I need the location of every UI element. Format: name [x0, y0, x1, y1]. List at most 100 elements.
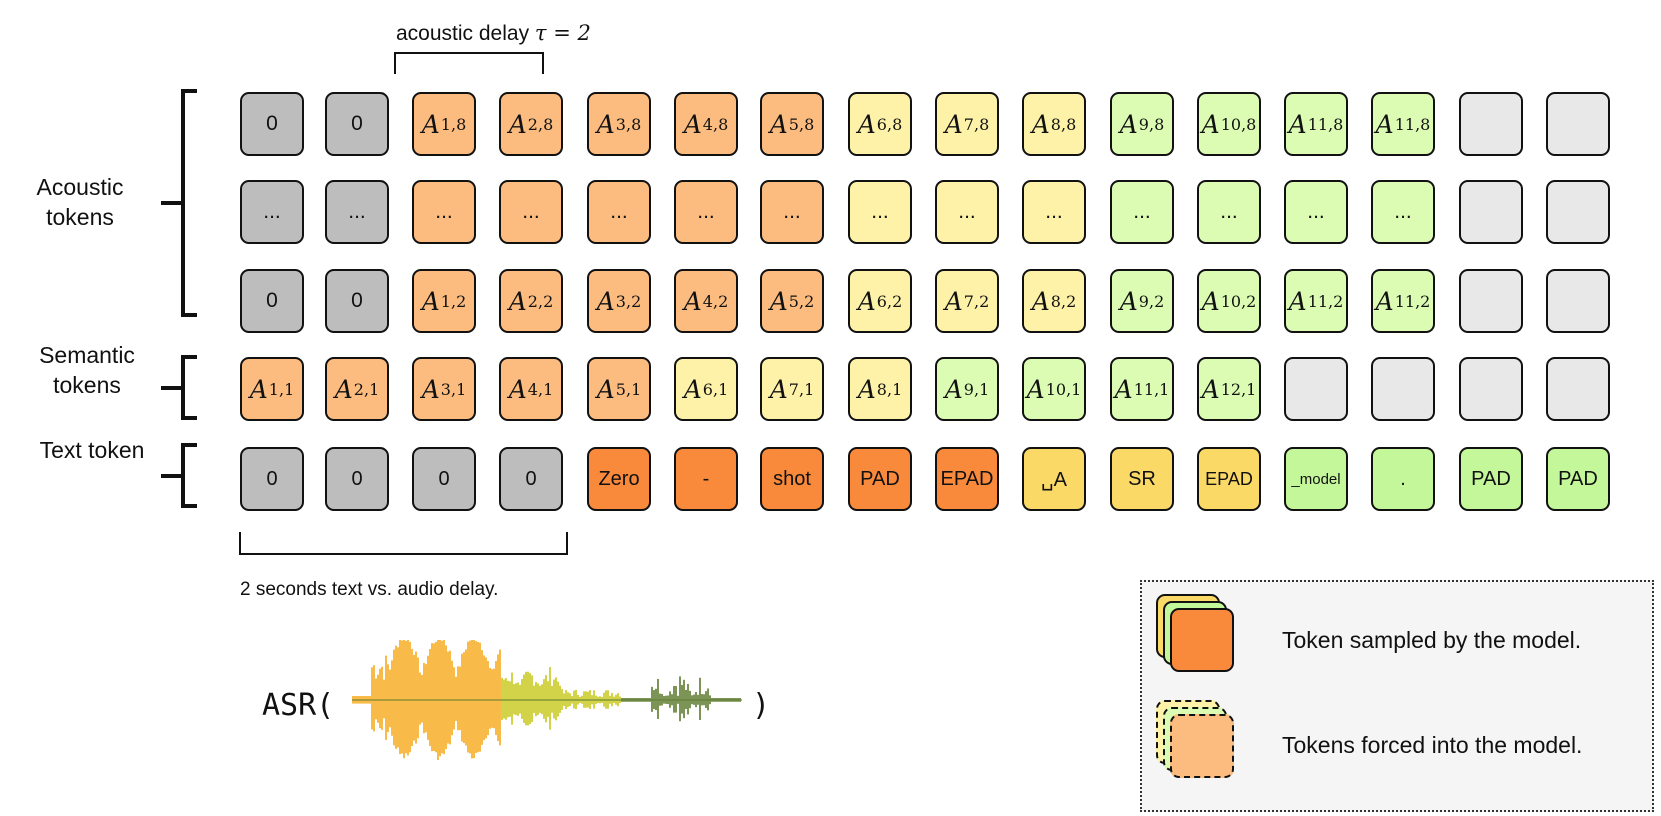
acoustic-row-middle-token: ... — [760, 180, 824, 244]
audio-waveform — [352, 640, 742, 760]
token-symbol: A — [769, 286, 788, 316]
text-row-token: 0 — [499, 447, 563, 511]
acoustic-row-middle-token: ... — [1197, 180, 1261, 244]
acoustic-row-8-token: 0 — [325, 92, 389, 156]
acoustic-row-middle-token: ... — [240, 180, 304, 244]
token-symbol: A — [596, 286, 615, 316]
acoustic-row-2-token: A 8,2 — [1022, 269, 1086, 333]
acoustic-row-8-token: A 10,8 — [1197, 92, 1261, 156]
text-row-token: 0 — [240, 447, 304, 511]
token-subscript: 9,2 — [1138, 291, 1165, 311]
token-subscript: 11,8 — [1307, 114, 1344, 134]
token-symbol: A — [1119, 109, 1138, 139]
acoustic-row-8-token: A 4,8 — [674, 92, 738, 156]
token-subscript: 4,2 — [702, 291, 729, 311]
token-subscript: 1,1 — [268, 379, 295, 399]
acoustic-row-8-token — [1546, 92, 1610, 156]
text-row-token: PAD — [848, 447, 912, 511]
token-symbol: A — [596, 109, 615, 139]
semantic-row-token — [1459, 357, 1523, 421]
text-row-token: - — [674, 447, 738, 511]
acoustic-row-2-token: A 3,2 — [587, 269, 651, 333]
acoustic-row-middle-token: ... — [1022, 180, 1086, 244]
token-symbol: A — [769, 109, 788, 139]
acoustic-row-2-token: A 4,2 — [674, 269, 738, 333]
acoustic-row-2-token: A 1,2 — [412, 269, 476, 333]
token-symbol: A — [1114, 374, 1133, 404]
token-subscript: 10,2 — [1220, 291, 1257, 311]
acoustic-row-8-token: A 3,8 — [587, 92, 651, 156]
token-subscript: 8,8 — [1050, 114, 1077, 134]
legend-sampled-orange — [1170, 608, 1234, 672]
acoustic-row-8-token: A 7,8 — [935, 92, 999, 156]
asr-open: ASR( — [262, 688, 335, 723]
token-subscript: 9,1 — [963, 379, 990, 399]
token-symbol: A — [421, 109, 440, 139]
token-symbol: A — [1201, 374, 1220, 404]
acoustic-delay-text: acoustic delay — [396, 22, 530, 45]
acoustic-row-middle-token: ... — [1371, 180, 1435, 244]
token-symbol: A — [421, 286, 440, 316]
token-symbol: A — [1026, 374, 1045, 404]
semantic-row-token: A 8,1 — [848, 357, 912, 421]
token-subscript: 11,1 — [1133, 379, 1170, 399]
legend-sampled-text: Token sampled by the model. — [1282, 627, 1582, 653]
acoustic-row-middle-token: ... — [1284, 180, 1348, 244]
token-subscript: 1,8 — [440, 114, 467, 134]
token-subscript: 2,1 — [353, 379, 380, 399]
acoustic-row-2-token: 0 — [240, 269, 304, 333]
acoustic-brace — [161, 89, 197, 317]
token-subscript: 11,2 — [1394, 291, 1431, 311]
token-symbol: A — [1288, 109, 1307, 139]
token-subscript: 10,8 — [1220, 114, 1257, 134]
acoustic-row-2-token: A 2,2 — [499, 269, 563, 333]
semantic-row-token: A 12,1 — [1197, 357, 1261, 421]
text-brace — [161, 443, 197, 508]
token-symbol: A — [249, 374, 268, 404]
semantic-row-token: A 4,1 — [499, 357, 563, 421]
semantic-row-token: A 3,1 — [412, 357, 476, 421]
semantic-row-token — [1546, 357, 1610, 421]
legend-forced-swatch — [1156, 700, 1246, 790]
acoustic-tokens-label: Acoustic tokens — [20, 172, 140, 232]
text-row-token: PAD — [1459, 447, 1523, 511]
token-symbol: A — [1201, 109, 1220, 139]
token-symbol: A — [1201, 286, 1220, 316]
text-row-token: Zero — [587, 447, 651, 511]
token-symbol: A — [769, 374, 788, 404]
token-subscript: 5,1 — [615, 379, 642, 399]
token-symbol: A — [1375, 109, 1394, 139]
token-symbol: A — [421, 374, 440, 404]
token-symbol: A — [1119, 286, 1138, 316]
semantic-tokens-label-line1: Semantic — [39, 342, 135, 368]
acoustic-row-middle-token: ... — [499, 180, 563, 244]
semantic-tokens-label-line2: tokens — [53, 372, 121, 398]
token-subscript: 10,1 — [1045, 379, 1082, 399]
acoustic-row-8-token: A 8,8 — [1022, 92, 1086, 156]
acoustic-tokens-label-line2: tokens — [46, 204, 114, 230]
token-subscript: 5,2 — [788, 291, 815, 311]
semantic-brace — [161, 355, 197, 420]
token-symbol: A — [683, 286, 702, 316]
token-symbol: A — [683, 109, 702, 139]
acoustic-row-8-token — [1459, 92, 1523, 156]
semantic-row-token: A 10,1 — [1022, 357, 1086, 421]
token-subscript: 1,2 — [440, 291, 467, 311]
token-subscript: 6,8 — [876, 114, 903, 134]
token-subscript: 7,8 — [963, 114, 990, 134]
semantic-tokens-label: Semantic tokens — [22, 340, 152, 400]
text-row-token: PAD — [1546, 447, 1610, 511]
acoustic-row-2-token: A 11,2 — [1284, 269, 1348, 333]
token-subscript: 2,2 — [527, 291, 554, 311]
token-subscript: 4,8 — [702, 114, 729, 134]
token-subscript: 4,1 — [527, 379, 554, 399]
acoustic-row-middle-token: ... — [1110, 180, 1174, 244]
acoustic-row-8-token: A 1,8 — [412, 92, 476, 156]
token-subscript: 11,8 — [1394, 114, 1431, 134]
token-subscript: 12,1 — [1220, 379, 1257, 399]
token-subscript: 3,8 — [615, 114, 642, 134]
token-subscript: 3,1 — [440, 379, 467, 399]
text-token-label: Text token — [39, 437, 145, 463]
token-subscript: 8,1 — [876, 379, 903, 399]
text-audio-delay-label: 2 seconds text vs. audio delay. — [240, 579, 499, 600]
